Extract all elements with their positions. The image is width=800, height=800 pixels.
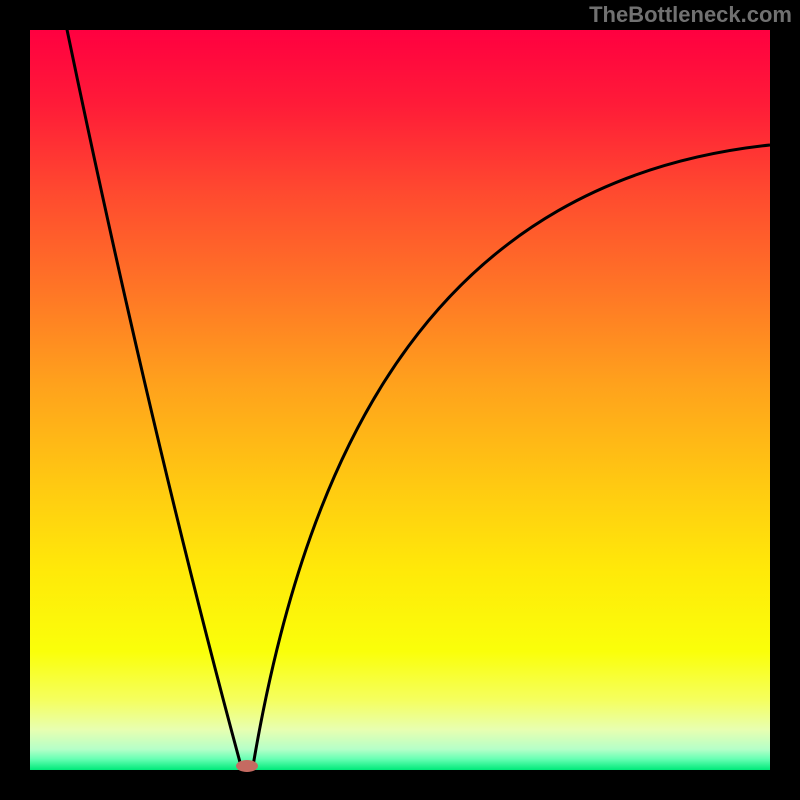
- bottleneck-chart: [0, 0, 800, 800]
- watermark-label: TheBottleneck.com: [589, 2, 792, 28]
- chart-container: TheBottleneck.com: [0, 0, 800, 800]
- plot-background: [30, 30, 770, 770]
- minimum-marker: [236, 760, 258, 772]
